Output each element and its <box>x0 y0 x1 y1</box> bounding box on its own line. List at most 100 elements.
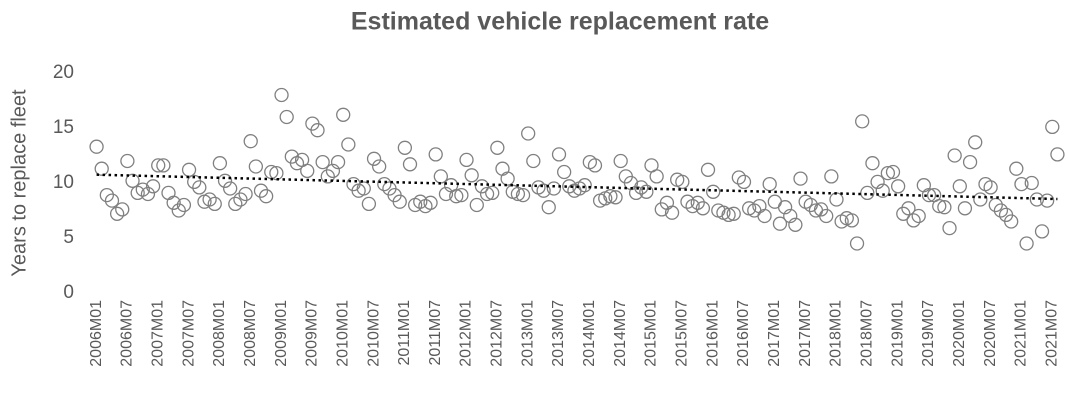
point <box>109 206 125 221</box>
y-axis-label: Years to replace fleet <box>8 89 30 277</box>
point <box>392 194 407 209</box>
x-tick-label: 2020M07 <box>982 300 999 367</box>
point <box>479 186 495 202</box>
point <box>192 180 207 195</box>
point <box>1004 214 1019 229</box>
y-tick-label: 5 <box>63 227 74 248</box>
point <box>608 190 623 205</box>
point <box>690 195 705 210</box>
x-tick-label: 2021M01 <box>1013 300 1030 367</box>
point <box>844 213 860 228</box>
point <box>315 154 330 170</box>
point <box>402 157 418 172</box>
x-tick-label: 2019M07 <box>920 300 937 367</box>
x-tick-label: 2009M01 <box>273 300 290 367</box>
point <box>819 208 834 224</box>
point <box>675 174 690 190</box>
point <box>212 156 228 171</box>
point <box>300 163 315 179</box>
point <box>973 192 988 207</box>
point <box>140 186 156 202</box>
x-tick-label: 2009M07 <box>304 300 321 367</box>
point <box>223 181 238 196</box>
x-tick-label: 2011M07 <box>427 300 444 366</box>
point <box>361 196 377 212</box>
point <box>459 152 474 168</box>
point <box>356 181 371 196</box>
point <box>957 201 973 216</box>
point <box>171 203 186 218</box>
point <box>228 196 243 212</box>
point <box>921 187 937 203</box>
point <box>870 174 885 190</box>
point <box>526 153 541 169</box>
point <box>238 186 253 202</box>
point <box>695 201 711 216</box>
point <box>115 202 130 217</box>
point <box>202 192 217 207</box>
x-tick-label: 2006M07 <box>119 300 136 367</box>
point <box>988 197 1003 213</box>
point <box>803 197 818 213</box>
point <box>320 169 335 184</box>
point <box>135 182 150 197</box>
point <box>1014 176 1029 192</box>
point <box>664 205 680 220</box>
point <box>875 183 890 198</box>
point <box>449 189 464 204</box>
point <box>161 185 176 201</box>
point <box>99 187 114 203</box>
point <box>1040 193 1055 208</box>
point <box>911 208 926 224</box>
point <box>1024 175 1039 191</box>
point <box>983 180 998 195</box>
point <box>207 196 222 212</box>
point <box>777 200 793 215</box>
x-tick-label: 2021M07 <box>1044 300 1061 367</box>
point <box>762 176 777 192</box>
y-tick-label: 10 <box>53 172 74 193</box>
point <box>145 179 161 194</box>
point <box>772 216 788 231</box>
point <box>1050 147 1065 162</box>
point <box>855 114 870 129</box>
x-tick-label: 2017M07 <box>797 300 814 367</box>
point <box>454 187 469 203</box>
point <box>510 186 526 202</box>
y-tick-label: 20 <box>53 62 74 83</box>
point <box>603 189 618 204</box>
x-tick-label: 2013M07 <box>550 300 567 367</box>
x-tick-label: 2013M01 <box>519 300 536 367</box>
point <box>366 151 382 166</box>
point <box>824 169 839 184</box>
point <box>125 173 140 188</box>
point <box>562 179 577 194</box>
point <box>500 171 515 186</box>
point <box>1045 119 1060 135</box>
point <box>181 162 197 177</box>
point <box>413 194 428 209</box>
point <box>880 165 896 181</box>
x-tick-label: 2012M07 <box>489 300 506 367</box>
point <box>94 161 109 176</box>
point <box>916 178 931 193</box>
point <box>151 158 166 173</box>
point <box>490 140 505 155</box>
point <box>721 207 736 223</box>
point <box>947 148 962 163</box>
point <box>336 107 351 122</box>
point <box>736 174 752 190</box>
point <box>757 208 772 224</box>
x-tick-label: 2017M01 <box>766 300 783 367</box>
point <box>515 187 531 203</box>
point <box>613 153 628 169</box>
point <box>700 162 716 177</box>
point <box>330 154 346 170</box>
point <box>187 174 202 190</box>
point <box>788 217 803 232</box>
point <box>968 135 983 150</box>
point <box>731 170 747 185</box>
point <box>372 159 387 174</box>
